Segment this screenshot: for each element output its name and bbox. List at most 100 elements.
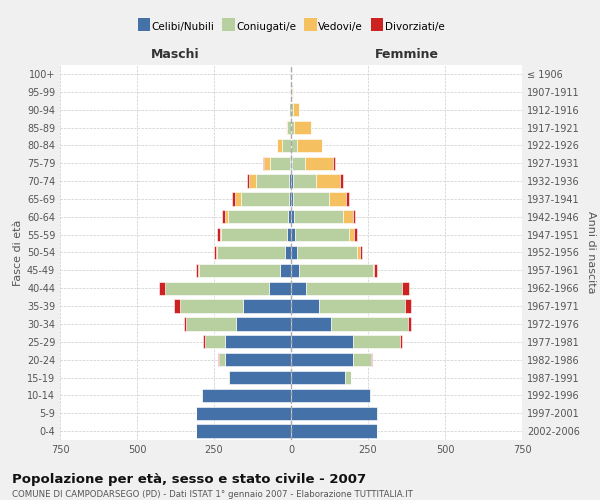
Text: Popolazione per età, sesso e stato civile - 2007: Popolazione per età, sesso e stato civil…: [12, 472, 366, 486]
Bar: [216, 246, 217, 259]
Bar: [236, 317, 291, 330]
Bar: [220, 228, 221, 241]
Bar: [225, 210, 228, 224]
Bar: [291, 371, 345, 384]
Bar: [199, 264, 280, 277]
Bar: [205, 335, 225, 348]
Bar: [256, 174, 289, 188]
Bar: [285, 246, 291, 259]
Bar: [286, 121, 287, 134]
Bar: [289, 103, 291, 117]
Bar: [402, 282, 403, 295]
Bar: [408, 317, 410, 330]
Bar: [293, 192, 329, 205]
Bar: [295, 228, 349, 241]
Bar: [340, 174, 343, 188]
Bar: [291, 121, 294, 134]
Bar: [343, 210, 353, 224]
Bar: [373, 264, 374, 277]
Bar: [291, 85, 292, 98]
Bar: [277, 138, 282, 152]
Bar: [297, 138, 322, 152]
Bar: [405, 300, 411, 313]
Bar: [287, 228, 291, 241]
Bar: [235, 192, 241, 205]
Bar: [218, 353, 225, 366]
Bar: [291, 353, 353, 366]
Y-axis label: Fasce di età: Fasce di età: [13, 220, 23, 286]
Bar: [374, 264, 377, 277]
Bar: [291, 388, 370, 402]
Bar: [271, 156, 290, 170]
Text: Femmine: Femmine: [374, 48, 439, 62]
Bar: [158, 282, 165, 295]
Bar: [289, 192, 291, 205]
Bar: [196, 406, 291, 420]
Bar: [291, 228, 295, 241]
Bar: [377, 406, 378, 420]
Bar: [263, 156, 264, 170]
Bar: [316, 174, 340, 188]
Bar: [217, 228, 220, 241]
Bar: [228, 210, 288, 224]
Bar: [241, 192, 289, 205]
Bar: [291, 406, 377, 420]
Bar: [353, 335, 400, 348]
Bar: [291, 424, 377, 438]
Bar: [217, 246, 285, 259]
Bar: [214, 246, 216, 259]
Bar: [221, 228, 287, 241]
Bar: [165, 282, 269, 295]
Bar: [346, 192, 349, 205]
Y-axis label: Anni di nascita: Anni di nascita: [586, 211, 596, 294]
Bar: [228, 371, 229, 384]
Bar: [291, 335, 353, 348]
Bar: [291, 300, 319, 313]
Bar: [319, 300, 405, 313]
Bar: [196, 264, 198, 277]
Bar: [291, 174, 293, 188]
Bar: [356, 246, 359, 259]
Bar: [290, 156, 291, 170]
Bar: [293, 103, 299, 117]
Bar: [198, 264, 199, 277]
Legend: Celibi/Nubili, Coniugati/e, Vedovi/e, Divorziati/e: Celibi/Nubili, Coniugati/e, Vedovi/e, Di…: [134, 18, 448, 36]
Bar: [294, 121, 311, 134]
Bar: [203, 335, 205, 348]
Bar: [293, 174, 316, 188]
Bar: [287, 121, 291, 134]
Bar: [250, 174, 256, 188]
Bar: [291, 246, 296, 259]
Bar: [291, 317, 331, 330]
Bar: [294, 210, 343, 224]
Bar: [289, 174, 291, 188]
Bar: [370, 388, 371, 402]
Bar: [264, 156, 271, 170]
Bar: [296, 246, 356, 259]
Bar: [353, 353, 371, 366]
Bar: [291, 138, 297, 152]
Bar: [243, 300, 291, 313]
Bar: [280, 264, 291, 277]
Bar: [201, 388, 202, 402]
Bar: [247, 174, 250, 188]
Text: COMUNE DI CAMPODARSEGO (PD) - Dati ISTAT 1° gennaio 2007 - Elaborazione TUTTITAL: COMUNE DI CAMPODARSEGO (PD) - Dati ISTAT…: [12, 490, 413, 499]
Bar: [288, 210, 291, 224]
Bar: [305, 156, 333, 170]
Bar: [292, 85, 293, 98]
Bar: [291, 192, 293, 205]
Bar: [403, 282, 409, 295]
Bar: [331, 317, 408, 330]
Bar: [180, 300, 243, 313]
Bar: [269, 282, 291, 295]
Bar: [333, 156, 335, 170]
Bar: [196, 424, 291, 438]
Bar: [174, 300, 180, 313]
Bar: [291, 103, 293, 117]
Bar: [291, 210, 294, 224]
Bar: [186, 317, 236, 330]
Bar: [292, 156, 305, 170]
Bar: [307, 282, 402, 295]
Bar: [184, 317, 186, 330]
Text: Maschi: Maschi: [151, 48, 200, 62]
